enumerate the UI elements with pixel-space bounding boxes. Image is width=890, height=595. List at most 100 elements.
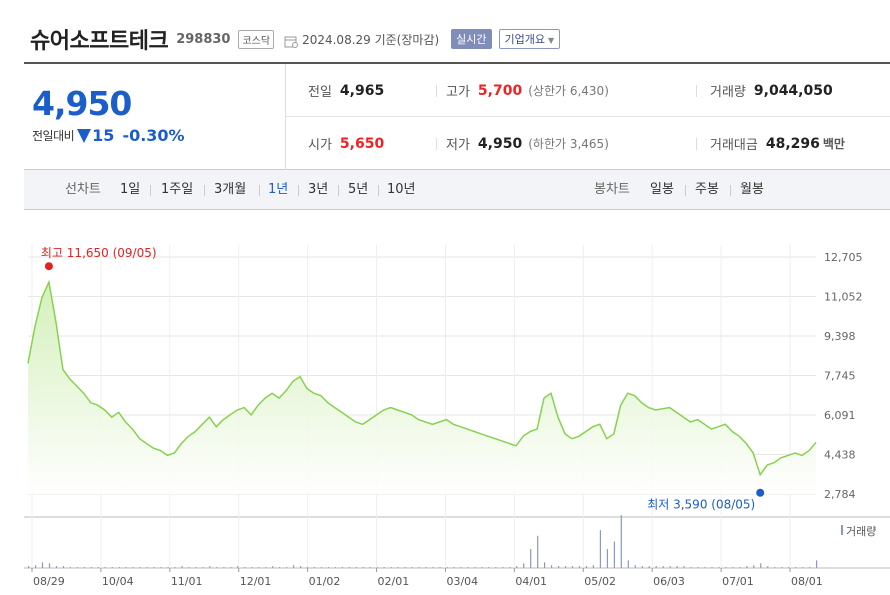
prev-close-label: 전일 [308, 85, 332, 100]
volume-bar [690, 567, 692, 568]
tab-5y[interactable]: 5년 [348, 182, 369, 197]
volume-bar [488, 567, 490, 568]
tab-1y[interactable]: 1년 [268, 182, 289, 197]
volume-bar [565, 566, 567, 568]
volume-bar [174, 567, 176, 568]
volume-bar [35, 565, 37, 568]
tab-10y[interactable]: 10년 [387, 182, 416, 197]
volume-bar [446, 567, 448, 568]
low-label: 저가 [446, 138, 470, 153]
volume-bar [41, 562, 44, 568]
low-price: 저가 4,950 (하한가 3,465) [446, 117, 609, 170]
volume-bar [369, 567, 371, 568]
volume-bar [265, 567, 267, 568]
y-tick-label: 7,745 [824, 370, 856, 383]
current-price: 4,950 [32, 84, 132, 123]
volume-bar [774, 567, 776, 568]
max-price-label: 최고 11,650 (09/05) [41, 246, 157, 260]
high-value: 5,700 [477, 82, 523, 99]
x-tick-label: 12/01 [240, 575, 272, 588]
tab-monthly[interactable]: 월봉 [740, 182, 764, 197]
x-tick-label: 10/04 [102, 575, 134, 588]
volume-bar [202, 567, 204, 568]
volume-bar [585, 566, 588, 568]
volume-bar [28, 566, 30, 568]
volume-bar [223, 567, 225, 568]
volume-bar [83, 567, 85, 568]
volume-bar [355, 567, 357, 568]
prev-close: 전일 4,965 [308, 64, 384, 117]
volume-bar [746, 566, 748, 568]
volume-bar [523, 563, 525, 568]
volume-bar [153, 567, 155, 568]
volume-bar [481, 567, 483, 568]
volume-legend-label: 거래량 [846, 525, 876, 538]
min-price-label: 최저 3,590 (08/05) [647, 498, 755, 512]
current-price-box: 4,950 전일대비 15 -0.30% [24, 64, 286, 170]
volume-bar [293, 565, 295, 568]
line-chart-label: 선차트 [65, 182, 101, 197]
price-change: 전일대비 15 -0.30% [32, 126, 185, 145]
volume-bar [146, 567, 148, 568]
tab-1w[interactable]: 1주일 [161, 182, 194, 197]
max-price-dot [44, 262, 53, 271]
price-chart-svg: 12,705 11,052 9,398 7,745 6,091 4,438 2,784 최고… [24, 245, 890, 588]
open-value: 5,650 [339, 135, 385, 152]
x-tick-label: 06/03 [653, 575, 685, 588]
company-info-label: 기업개요 [504, 33, 546, 46]
volume-bar [251, 567, 253, 568]
market-badge: 코스닥 [238, 29, 275, 49]
volume: 거래량 9,044,050 [710, 64, 833, 117]
realtime-button[interactable]: 실시간 [451, 29, 492, 49]
volume-bar [474, 567, 476, 568]
volume-bar [181, 566, 183, 568]
volume-bar [760, 563, 762, 568]
volume-bar [341, 567, 343, 568]
volume-bar [537, 535, 539, 568]
change-percent: -0.30% [122, 126, 185, 145]
tab-3m[interactable]: 3개월 [214, 182, 247, 197]
volume-bar [209, 566, 211, 568]
open-price: 시가 5,650 [308, 117, 384, 170]
volume-bar [230, 567, 232, 568]
volume-bar [279, 567, 281, 568]
chevron-down-icon: ▼ [548, 36, 555, 45]
x-tick-label: 04/01 [515, 575, 547, 588]
high-label: 고가 [446, 85, 470, 100]
volume-bar [816, 560, 818, 568]
company-info-dropdown[interactable]: 기업개요 ▼ [498, 29, 561, 49]
high-price: 고가 5,700 (상한가 6,430) [446, 64, 609, 117]
volume-value: 9,044,050 [753, 82, 833, 99]
volume-bar [111, 567, 113, 568]
candle-chart-label: 봉차트 [594, 182, 630, 197]
volume-bar [160, 567, 162, 568]
upper-limit: (상한가 6,430) [528, 84, 609, 98]
trade-amount-unit: 백만 [822, 137, 845, 151]
x-tick-label: 01/02 [309, 575, 341, 588]
price-summary: 4,950 전일대비 15 -0.30% 전일 4,965 고가 5,700 (… [24, 62, 890, 170]
volume-bar [544, 562, 546, 568]
change-amount: 15 [92, 126, 115, 145]
volume-bar [551, 565, 553, 568]
volume-bar [411, 567, 413, 568]
volume-bar [118, 567, 120, 568]
volume-bar [627, 560, 629, 568]
tab-weekly[interactable]: 주봉 [695, 182, 719, 197]
stats-row-2: 시가 5,650 저가 4,950 (하한가 3,465) 거래대금 48,29… [286, 117, 890, 170]
volume-bar [739, 567, 741, 568]
volume-bar [195, 567, 197, 568]
tab-1d[interactable]: 1일 [120, 182, 141, 197]
volume-bar [795, 567, 797, 568]
volume-bar [655, 566, 657, 568]
volume-bar [362, 567, 364, 568]
volume-bar [732, 567, 734, 568]
volume-bar [272, 566, 274, 568]
min-price-dot [756, 488, 765, 497]
volume-bar [669, 566, 671, 568]
tab-3y[interactable]: 3년 [308, 182, 329, 197]
volume-bar [327, 567, 330, 568]
volume-bar [753, 565, 755, 568]
volume-bar [300, 566, 302, 568]
volume-bar [320, 567, 323, 568]
tab-daily[interactable]: 일봉 [650, 182, 674, 197]
